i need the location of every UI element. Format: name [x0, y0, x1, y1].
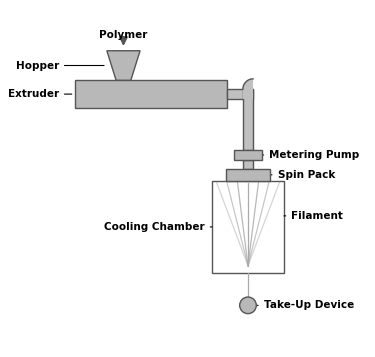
Text: Cooling Chamber: Cooling Chamber [104, 222, 212, 232]
Bar [243, 89, 253, 99]
Text: Filament: Filament [284, 211, 343, 221]
Text: Spin Pack: Spin Pack [270, 170, 335, 180]
Polygon shape [107, 51, 140, 80]
Text: Polymer: Polymer [99, 30, 148, 40]
Wedge shape [243, 79, 253, 89]
Bar [226, 169, 270, 181]
Text: Take-Up Device: Take-Up Device [256, 300, 354, 310]
Text: Extruder: Extruder [8, 89, 72, 99]
Bar [75, 80, 227, 108]
Text: Hopper: Hopper [16, 60, 104, 70]
Bar [243, 89, 253, 150]
Bar [243, 160, 253, 169]
Bar [234, 150, 262, 160]
Bar [212, 181, 284, 273]
Bar [227, 89, 253, 99]
Text: Metering Pump: Metering Pump [262, 150, 360, 160]
Circle shape [240, 297, 256, 314]
